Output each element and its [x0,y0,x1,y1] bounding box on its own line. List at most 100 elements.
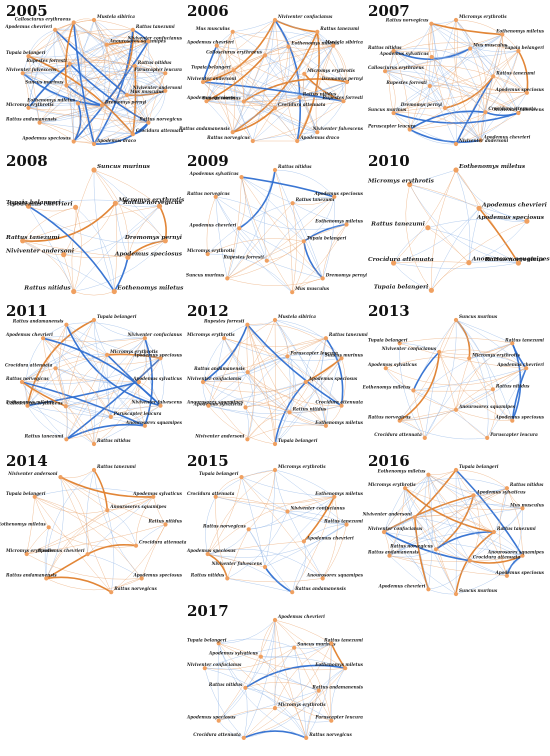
species-label: Rattus tanezumi [370,222,425,228]
network-edge [409,184,519,264]
network-edge [22,240,128,258]
network-edge [223,324,248,339]
species-node [468,46,473,51]
network-edge [333,45,346,102]
network-edge [144,338,161,406]
network-edge [21,368,56,383]
network-edge [247,372,290,413]
network-edge [428,474,523,556]
species-node [453,407,459,412]
network-edge [431,56,457,145]
species-node [302,71,307,76]
species-node [99,103,105,108]
species-node [329,718,334,723]
network-edge [393,42,519,52]
species-node [231,68,236,73]
network-edge [132,65,137,135]
network-edge [393,50,410,130]
network-edge [227,278,323,286]
species-label: Crocidura attenuata [473,555,521,560]
species-node [53,366,58,371]
species-node [64,322,69,327]
species-node [320,276,325,281]
species-node [91,467,97,473]
network-edge [325,405,342,426]
network-edge [227,228,240,279]
species-label: Rattus norvegicus [308,732,352,737]
species-label: Rattus norvegicus [367,415,411,420]
network-edge [215,496,335,504]
species-label: Rattus tanezumi [319,26,359,31]
network-edge [206,81,348,103]
species-label: Rattus nitidus [190,572,225,577]
network-edge [414,517,523,556]
network-edge [389,50,394,114]
network-edge [46,496,154,579]
species-label: Rattus norvegicus [138,117,182,122]
network-edge [264,496,335,568]
network-edge [206,101,233,133]
network-edge [215,196,267,261]
network-edge [65,357,162,440]
panel-year: 2016 [368,452,410,470]
network-edge [148,73,166,123]
species-label: Crocidura attenuata [139,540,187,545]
species-label: Crocidura attenuata [5,362,53,367]
network-edge [202,371,248,383]
network-edge [455,469,524,557]
network-edge [399,337,513,344]
network-edge [224,337,326,347]
network-edge [487,368,527,439]
network-nodes: Eothenomys miletus Apodemus chevrieri Apod… [367,164,550,293]
network-edge [399,420,488,440]
network-edges [206,169,347,293]
species-label: Rattus tanezumi [496,526,536,531]
species-node [272,167,278,173]
species-node [206,403,211,408]
network-edge [297,81,348,142]
network-edge [404,488,470,561]
network-edge [431,208,480,291]
network-edge [243,45,334,102]
network-edge [393,85,430,114]
network-edge [266,260,323,279]
species-node [483,110,488,115]
network-edge [393,112,457,145]
network-edge [455,319,513,344]
species-label: Suncus murinus [325,352,364,357]
network-edge [455,389,493,410]
species-label: Rattus andamanensis [193,366,245,371]
species-node [290,201,295,206]
network-edge [305,381,342,406]
species-node [524,366,529,371]
species-label: Niviventer confucianus [186,662,242,667]
network-edge [274,469,288,512]
species-label: Niviventer andersoni [186,76,237,81]
network-edge [405,478,507,489]
network-edge [28,56,67,86]
species-node [391,48,396,54]
network-edge [232,81,348,133]
network-edge [274,469,335,497]
network-edge [296,97,302,142]
network-edge [383,531,523,556]
network-edge [202,324,249,383]
network-edge [63,203,116,255]
network-edge [389,495,474,556]
network-edges [22,169,167,296]
network-edge [399,389,494,421]
network-nodes: Rattus tanezumi Anourosorex squamipes Apod… [0,464,187,595]
network-edge [21,319,95,383]
network-edge [34,496,112,593]
network-edge [202,381,327,426]
network-edge [428,23,432,58]
network-edge [429,23,436,87]
network-panel-2015: Micromys erythrotis Niviventer confucianu… [185,452,365,602]
species-label: Micromys erythrotis [367,179,435,185]
network-edge [306,643,332,739]
network-edge [455,169,480,209]
species-label: Eothenomys miletus [458,164,526,170]
network-edge [215,196,304,242]
species-node [73,204,79,210]
